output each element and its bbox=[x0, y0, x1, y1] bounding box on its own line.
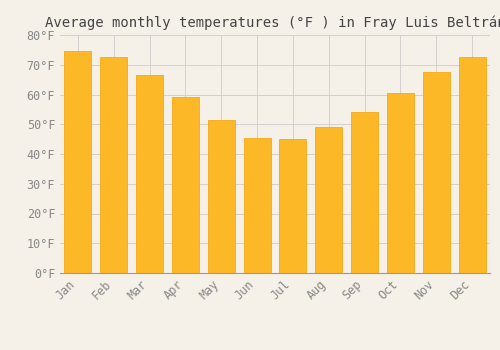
Bar bbox=[136, 75, 163, 273]
Bar bbox=[458, 57, 485, 273]
Bar bbox=[64, 51, 92, 273]
Bar bbox=[387, 93, 414, 273]
Bar bbox=[423, 72, 450, 273]
Bar bbox=[208, 120, 234, 273]
Bar bbox=[100, 57, 127, 273]
Bar bbox=[172, 98, 199, 273]
Bar bbox=[316, 127, 342, 273]
Bar bbox=[244, 138, 270, 273]
Bar bbox=[351, 112, 378, 273]
Bar bbox=[280, 139, 306, 273]
Title: Average monthly temperatures (°F ) in Fray Luis Beltrán: Average monthly temperatures (°F ) in Fr… bbox=[44, 15, 500, 30]
